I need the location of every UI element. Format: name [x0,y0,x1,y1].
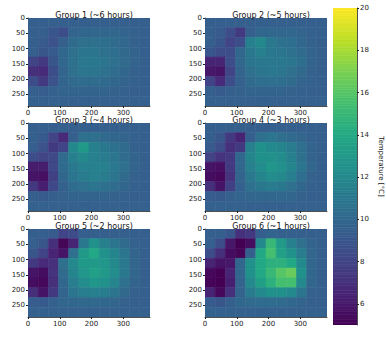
svg-text:50: 50 [16,134,25,142]
svg-text:250: 250 [12,90,25,98]
svg-text:300: 300 [117,214,130,222]
svg-text:250: 250 [189,301,202,309]
svg-text:100: 100 [230,108,244,117]
svg-text:100: 100 [53,320,66,328]
svg-text:250: 250 [12,301,25,309]
svg-text:300: 300 [117,320,130,328]
svg-text:100: 100 [189,150,202,158]
svg-text:300: 300 [294,214,307,222]
svg-text:100: 100 [53,214,66,222]
svg-text:250: 250 [12,195,25,203]
svg-text:100: 100 [53,108,67,117]
svg-text:250: 250 [189,195,202,203]
svg-text:200: 200 [189,75,202,83]
svg-text:200: 200 [261,108,276,117]
svg-text:300: 300 [294,320,307,328]
svg-text:50: 50 [16,240,25,248]
svg-text:0: 0 [203,214,207,222]
svg-text:100: 100 [12,150,25,158]
svg-text:0: 0 [203,320,207,328]
svg-text:200: 200 [85,320,98,328]
svg-text:100: 100 [12,256,25,264]
svg-text:50: 50 [193,134,202,142]
svg-text:Group 5 (~2 hours): Group 5 (~2 hours) [55,222,133,231]
svg-text:14: 14 [360,131,369,139]
svg-text:200: 200 [189,180,202,188]
svg-text:100: 100 [230,320,243,328]
svg-text:200: 200 [189,286,202,294]
svg-text:50: 50 [193,29,202,37]
svg-text:200: 200 [12,180,25,188]
svg-text:300: 300 [116,108,130,117]
svg-text:12: 12 [360,173,369,181]
svg-text:150: 150 [189,165,202,173]
svg-text:150: 150 [12,271,25,279]
svg-text:100: 100 [230,214,243,222]
svg-text:200: 200 [84,108,99,117]
svg-text:0: 0 [26,320,30,328]
svg-text:100: 100 [189,45,202,53]
svg-text:0: 0 [21,225,25,233]
svg-text:300: 300 [293,108,307,117]
svg-text:16: 16 [360,89,369,97]
svg-text:250: 250 [189,90,202,98]
svg-text:0: 0 [26,214,30,222]
svg-text:6: 6 [360,300,365,308]
svg-text:0: 0 [198,225,202,233]
svg-text:0: 0 [21,14,25,22]
svg-text:10: 10 [360,215,369,223]
svg-text:200: 200 [12,75,25,83]
svg-text:50: 50 [193,240,202,248]
svg-text:200: 200 [85,214,98,222]
svg-text:150: 150 [12,165,25,173]
svg-text:200: 200 [262,214,275,222]
svg-text:150: 150 [12,60,25,68]
svg-text:0: 0 [198,14,202,22]
svg-text:100: 100 [12,45,25,53]
svg-text:Group 1 (~6 hours): Group 1 (~6 hours) [55,11,133,20]
svg-text:0: 0 [21,119,25,127]
svg-text:50: 50 [16,29,25,37]
svg-text:8: 8 [360,258,364,266]
svg-text:Group 3 (~4 hours): Group 3 (~4 hours) [55,116,133,125]
svg-text:Group 6 (~1 hours): Group 6 (~1 hours) [232,222,310,231]
svg-text:0: 0 [198,119,202,127]
svg-text:150: 150 [189,60,202,68]
svg-text:0: 0 [26,109,30,117]
svg-text:150: 150 [189,271,202,279]
svg-text:100: 100 [189,256,202,264]
svg-text:0: 0 [203,109,207,117]
svg-text:Temperature [°C]: Temperature [°C] [377,135,385,197]
svg-text:18: 18 [360,46,369,54]
svg-text:200: 200 [12,286,25,294]
svg-text:Group 4 (~3 hours): Group 4 (~3 hours) [232,116,310,125]
svg-text:20: 20 [360,4,369,12]
svg-text:200: 200 [262,320,275,328]
svg-text:Group 2 (~5 hours): Group 2 (~5 hours) [232,11,310,20]
